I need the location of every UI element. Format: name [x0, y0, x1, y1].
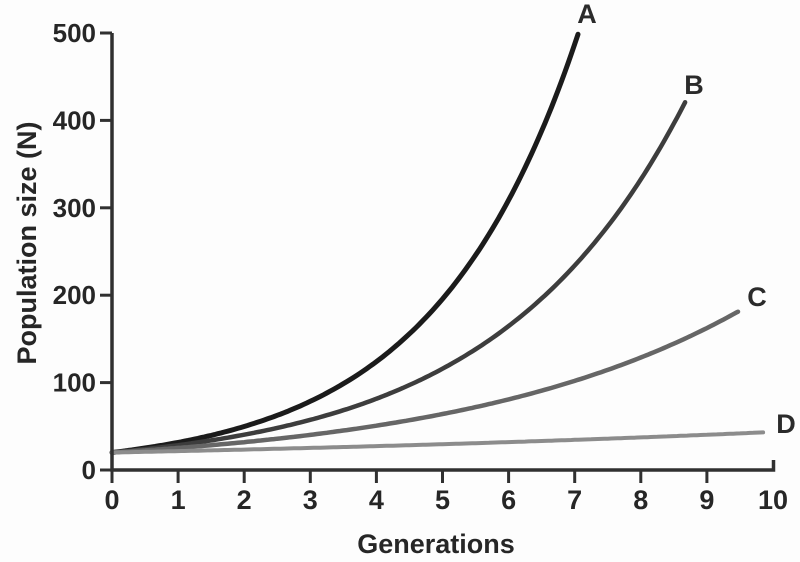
y-axis-title: Population size (N)	[12, 122, 42, 365]
y-tick-label-400: 400	[53, 105, 96, 135]
curve-label-C: C	[747, 282, 767, 312]
x-axis-title: Generations	[357, 529, 515, 559]
y-tick-label-200: 200	[53, 280, 96, 310]
axis-spine	[110, 33, 776, 472]
y-tick-label-300: 300	[53, 193, 96, 223]
growth-curve-D	[110, 430, 766, 455]
growth-curve-A	[109, 31, 581, 455]
x-tick-label-4: 4	[369, 485, 384, 515]
y-tick-label-500: 500	[53, 18, 96, 48]
curve-label-D: D	[776, 409, 796, 439]
x-tick-label-9: 9	[699, 485, 714, 515]
x-tick-label-7: 7	[567, 485, 582, 515]
y-tick-label-0: 0	[82, 455, 96, 485]
x-tick-label-8: 8	[633, 485, 648, 515]
x-tick-label-0: 0	[104, 485, 119, 515]
x-tick-label-10: 10	[758, 485, 788, 515]
curve-label-B: B	[684, 70, 704, 100]
x-tick-label-3: 3	[303, 485, 318, 515]
x-tick-label-6: 6	[501, 485, 516, 515]
growth-curve-C	[109, 309, 741, 455]
x-tick-label-1: 1	[171, 485, 186, 515]
x-tick-label-2: 2	[237, 485, 252, 515]
x-tick-label-5: 5	[435, 485, 450, 515]
growth-curve-B	[109, 100, 688, 455]
y-tick-label-100: 100	[53, 368, 96, 398]
curve-label-A: A	[577, 0, 597, 29]
